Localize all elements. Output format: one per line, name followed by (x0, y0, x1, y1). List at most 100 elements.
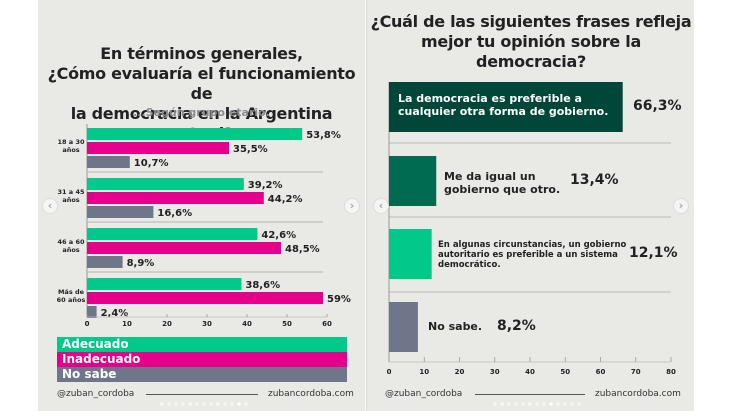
legend-item-inadecuado: Inadecuado (57, 352, 347, 367)
option-label-line: Me da igual un (444, 170, 536, 183)
bar-option-1 (389, 82, 623, 132)
carousel-dot[interactable] (528, 402, 532, 406)
x-tick-label: 40 (525, 368, 535, 376)
x-tick-label: 0 (387, 368, 392, 376)
bar-option-2 (389, 156, 437, 206)
option-label: No sabe. (428, 320, 482, 333)
left-chart-subtitle: ...Según grupo etario. (133, 106, 270, 119)
legend-item-adecuado: Adecuado (57, 337, 347, 352)
carousel-dot[interactable] (223, 402, 227, 406)
x-tick-label: 30 (202, 320, 212, 328)
x-tick-label: 20 (162, 320, 172, 328)
bar-adecuado (87, 128, 303, 140)
carousel-dot[interactable] (174, 402, 178, 406)
carousel-dot[interactable] (563, 402, 567, 406)
chevron-right-icon: › (678, 199, 684, 212)
bar-value-label: 38,6% (245, 280, 280, 291)
footer-handle: @zuban_cordoba (385, 389, 463, 399)
bar-value-label: 10,7% (134, 158, 169, 169)
carousel-dot[interactable] (556, 402, 560, 406)
bar-option-3 (389, 229, 432, 279)
right-title-line: mejor tu opinión sobre la democracia? (421, 32, 641, 71)
carousel-dot[interactable] (507, 402, 511, 406)
group-label: 60 años (57, 296, 86, 304)
x-tick-label: 50 (560, 368, 570, 376)
carousel-dot[interactable] (195, 402, 199, 406)
carousel-dot[interactable] (535, 402, 539, 406)
carousel-dot[interactable] (237, 402, 241, 406)
right-slide: ¿Cuál de las siguientes frases refleja m… (366, 0, 694, 411)
carousel-dot[interactable] (542, 402, 546, 406)
carousel-dot[interactable] (577, 402, 581, 406)
option-label: Me da igual un gobierno que otro. (444, 170, 560, 196)
age-group-bar-chart: 53,8%35,5%10,7%18 a 30años39,2%44,2%16,6… (57, 124, 351, 328)
carousel-dot[interactable] (521, 402, 525, 406)
left-chart-title: En términos generales, ¿Cómo evaluaría e… (38, 44, 365, 144)
x-tick-label: 30 (490, 368, 500, 376)
bar-inadecuado (87, 242, 281, 254)
carousel-dots (493, 402, 581, 406)
option-label: La democracia es preferible a cualquier o… (398, 92, 608, 118)
footer-divider (475, 394, 585, 395)
next-slide-button[interactable]: › (344, 198, 360, 214)
bar-inadecuado (87, 292, 323, 304)
prev-slide-button[interactable]: ‹ (373, 198, 389, 214)
carousel-dot[interactable] (244, 402, 248, 406)
footer-website: zubancordoba.com (268, 389, 354, 399)
footer-handle: @zuban_cordoba (57, 389, 135, 399)
carousel-dot[interactable] (188, 402, 192, 406)
legend-item-no-sabe: No sabe (57, 367, 347, 382)
democracy-opinion-bar-chart: 0 10 20 30 40 50 60 70 80 (387, 82, 676, 376)
option-label-line: cualquier otra forma de gobierno. (398, 105, 609, 119)
carousel-dot[interactable] (514, 402, 518, 406)
carousel-dot[interactable] (570, 402, 574, 406)
left-title-line: ¿Cómo evaluaría el funcionamiento de (47, 64, 356, 103)
bar-value-label: 39,2% (248, 180, 283, 191)
bar-value-label: 42,6% (261, 230, 296, 241)
carousel-dot[interactable] (181, 402, 185, 406)
bar-adecuado (87, 178, 244, 190)
carousel-dot[interactable] (167, 402, 171, 406)
carousel-dot[interactable] (549, 402, 553, 406)
bar-no-sabe (87, 256, 123, 268)
option-label-line: autoritario es preferible a un sistema (438, 250, 618, 261)
x-tick-label: 20 (455, 368, 465, 376)
group-label: años (62, 246, 79, 254)
option-label-line: No sabe. (428, 320, 483, 333)
carousel-dot[interactable] (160, 402, 164, 406)
next-slide-button[interactable]: › (673, 198, 689, 214)
right-chart-title: ¿Cuál de las siguientes frases refleja m… (367, 12, 695, 72)
bar-no-sabe (87, 206, 154, 218)
x-tick-label: 80 (666, 368, 676, 376)
bar-inadecuado (87, 192, 264, 204)
bar-option-4 (389, 302, 418, 352)
bar-value-label: 53,8% (306, 130, 341, 141)
bar-value-label: 59% (327, 294, 351, 305)
bar-value-label: 16,6% (157, 208, 192, 219)
bar-value-label: 35,5% (233, 144, 268, 155)
carousel-dots (160, 402, 248, 406)
left-title-line: En términos generales, (100, 44, 303, 63)
option-value: 8,2% (497, 318, 536, 334)
carousel-dot[interactable] (500, 402, 504, 406)
carousel-dot[interactable] (202, 402, 206, 406)
x-tick-label: 70 (631, 368, 641, 376)
x-tick-label: 60 (322, 320, 332, 328)
carousel-dot[interactable] (209, 402, 213, 406)
option-value: 66,3% (633, 98, 682, 114)
option-label-line: En algunas circunstancias, un gobierno (438, 240, 627, 250)
right-title-line: ¿Cuál de las siguientes frases refleja (370, 12, 692, 31)
x-tick-label: 0 (85, 320, 90, 328)
x-tick-label: 10 (122, 320, 132, 328)
bar-inadecuado (87, 142, 229, 154)
x-tick-label: 60 (596, 368, 606, 376)
carousel-dot[interactable] (230, 402, 234, 406)
group-label: Más de (58, 288, 85, 296)
prev-slide-button[interactable]: ‹ (42, 198, 58, 214)
option-label-line: gobierno que otro. (444, 183, 561, 197)
option-value: 13,4% (570, 172, 619, 188)
x-tick-label: 10 (419, 368, 429, 376)
carousel-dot[interactable] (216, 402, 220, 406)
carousel-dot[interactable] (493, 402, 497, 406)
legend: Adecuado Inadecuado No sabe (57, 337, 347, 382)
